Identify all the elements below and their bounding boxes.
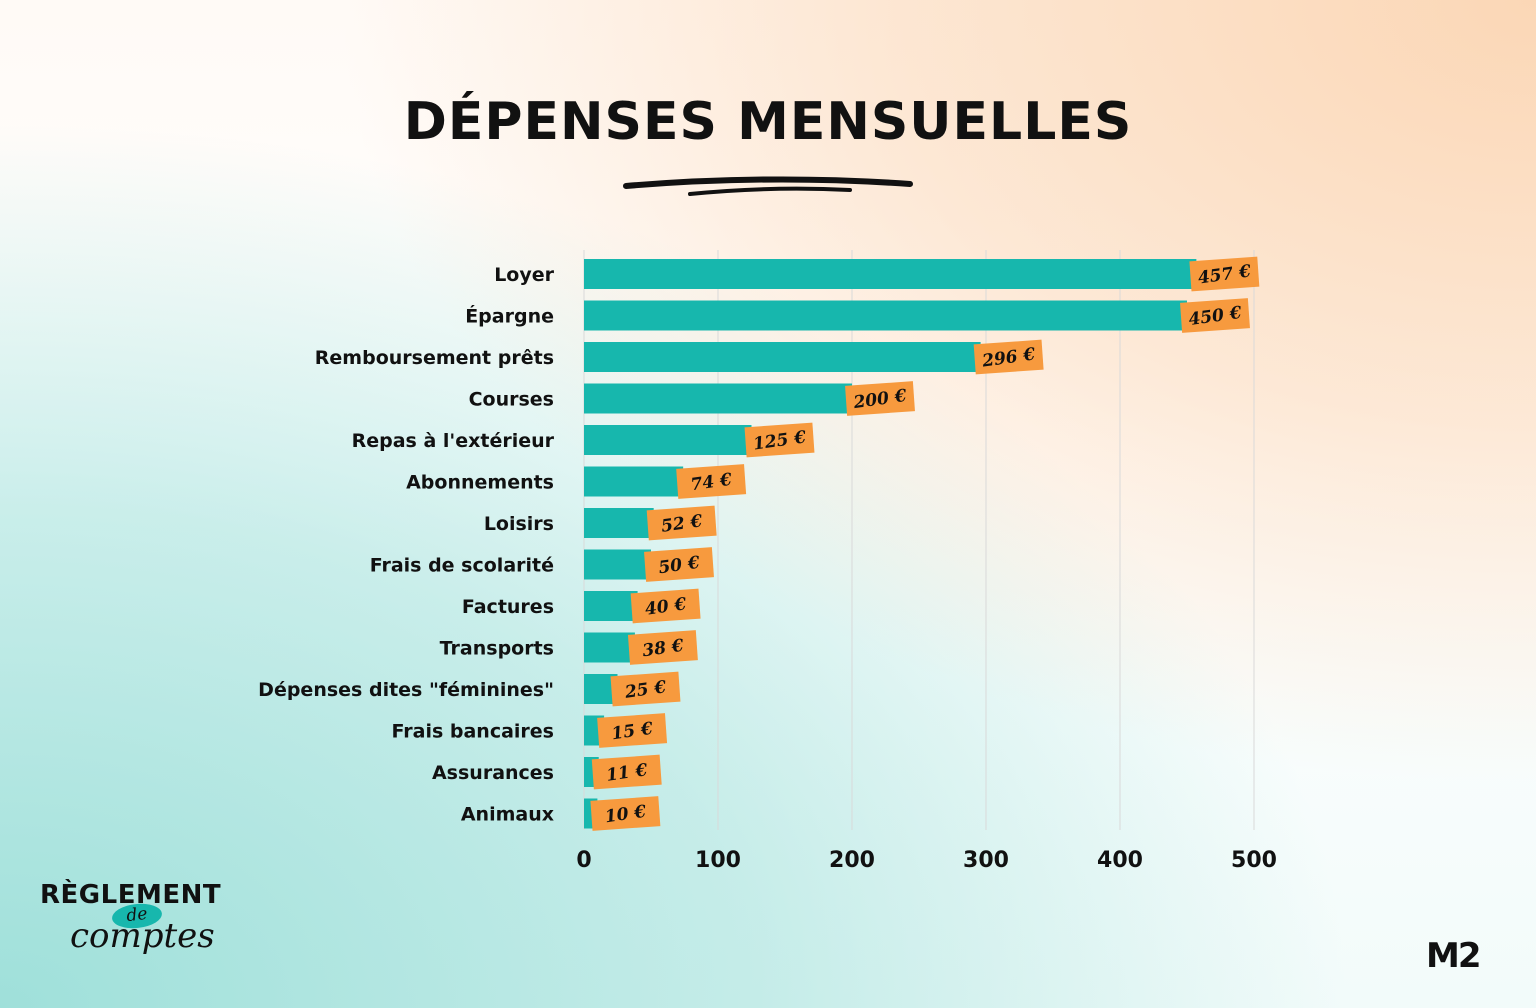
category-label: Frais bancaires	[391, 721, 554, 743]
category-label: Courses	[469, 389, 554, 411]
bar	[584, 342, 981, 372]
category-label: Transports	[440, 638, 554, 660]
value-tag	[591, 754, 662, 790]
bar	[584, 632, 635, 663]
value-tag	[590, 796, 661, 831]
category-label: Remboursement prêts	[315, 347, 554, 369]
x-tick-label: 100	[695, 848, 741, 873]
category-label: Loyer	[494, 264, 554, 286]
value-tag	[676, 464, 747, 499]
x-tick-label: 300	[963, 848, 1009, 873]
value-tag	[845, 381, 915, 416]
bar	[584, 466, 684, 497]
bar	[584, 259, 1197, 289]
value-tag	[744, 422, 815, 458]
value-tag	[1189, 256, 1260, 292]
value-tag	[973, 339, 1044, 375]
category-label: Dépenses dites "féminines"	[258, 679, 554, 701]
brand-logo: M2	[1426, 936, 1481, 976]
bar	[584, 549, 651, 580]
reglement-de-comptes-logo: RÈGLEMENT comptes de	[40, 880, 240, 970]
value-tag	[630, 588, 701, 624]
category-label: Abonnements	[406, 472, 554, 494]
bar	[584, 591, 638, 621]
value-tag	[627, 630, 698, 665]
x-tick-label: 0	[576, 848, 591, 873]
value-tag	[610, 671, 681, 707]
category-label: Animaux	[461, 804, 554, 826]
bar	[584, 508, 654, 538]
x-tick-label: 500	[1231, 848, 1277, 873]
value-tag	[646, 505, 717, 541]
category-label: Frais de scolarité	[370, 555, 554, 577]
category-label: Loisirs	[484, 513, 554, 535]
category-label: Épargne	[465, 305, 554, 328]
bar	[584, 425, 752, 455]
category-label: Repas à l'extérieur	[352, 430, 555, 452]
category-label: Factures	[462, 596, 554, 618]
value-tag	[597, 713, 668, 748]
bar	[584, 383, 852, 414]
value-tag	[644, 547, 714, 582]
category-label: Assurances	[432, 762, 554, 784]
title-brush-underline	[623, 176, 913, 196]
chart-title: DÉPENSES MENSUELLES	[403, 92, 1133, 152]
x-tick-label: 200	[829, 848, 875, 873]
value-tag	[1180, 298, 1250, 333]
x-tick-label: 400	[1097, 848, 1143, 873]
bar	[584, 300, 1187, 331]
